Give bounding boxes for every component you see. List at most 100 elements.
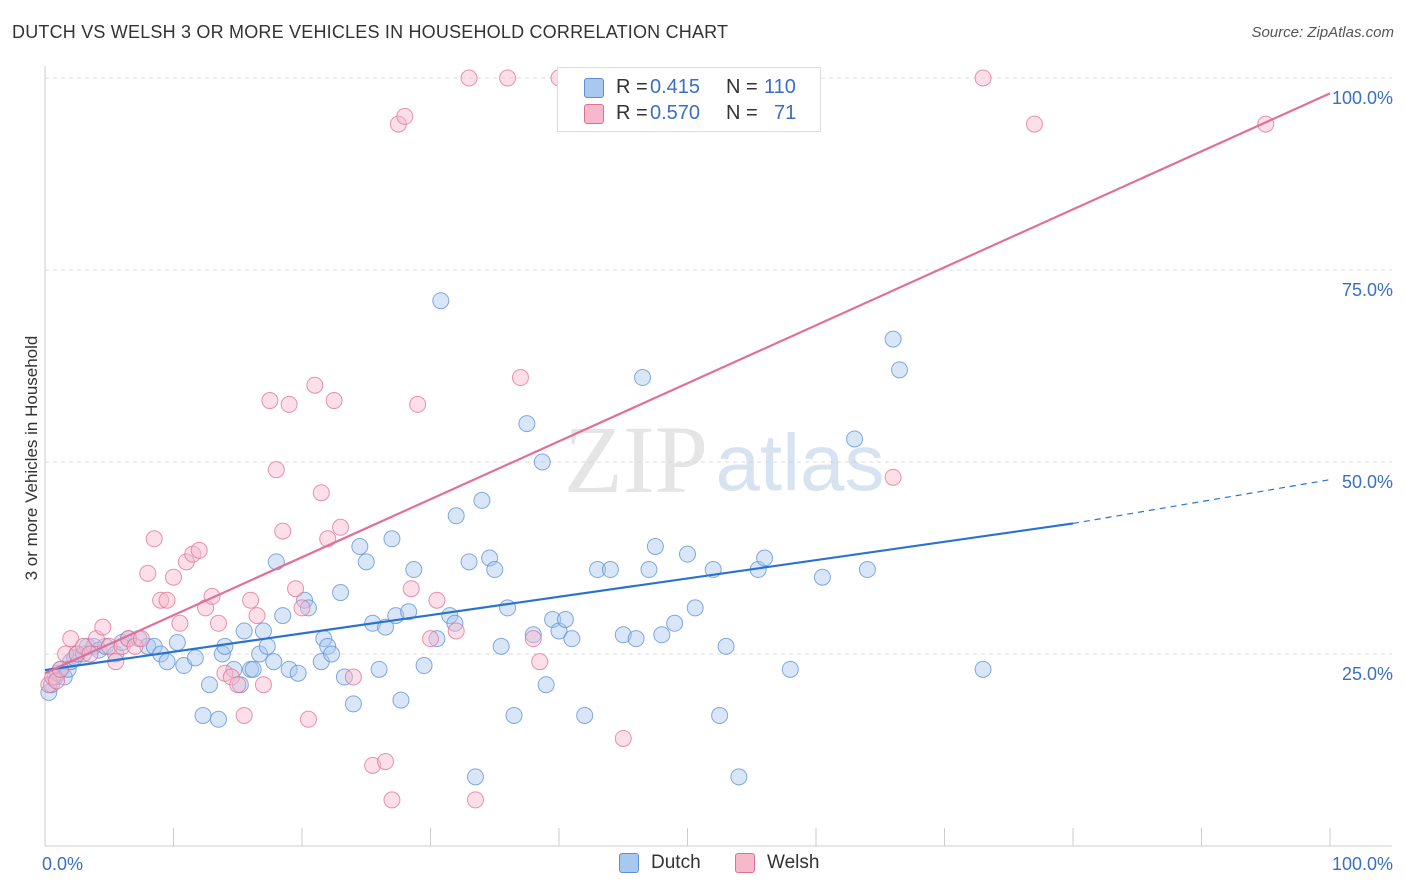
dutch-point	[858, 561, 876, 579]
axes	[44, 66, 1392, 847]
dutch-point	[392, 691, 410, 709]
dutch-point	[679, 545, 696, 563]
dutch-point	[576, 706, 594, 724]
dutch-legend-label: Dutch	[651, 852, 701, 873]
welsh-point	[344, 668, 362, 686]
welsh-n-label: N =	[726, 102, 758, 124]
dutch-point	[473, 491, 491, 509]
welsh-point	[287, 580, 305, 598]
dutch-point	[556, 610, 574, 628]
dutch-point	[274, 607, 292, 625]
dutch-point	[428, 630, 446, 648]
dutch-point	[335, 668, 353, 686]
welsh-point	[280, 395, 298, 413]
welsh-point	[422, 630, 439, 648]
welsh-point	[235, 706, 253, 724]
dutch-point	[486, 561, 504, 579]
dutch-point	[533, 453, 551, 471]
dutch-point	[405, 561, 423, 579]
dutch-point	[200, 676, 218, 694]
welsh-point	[248, 607, 266, 625]
dutch-point	[589, 561, 607, 579]
welsh-point	[261, 392, 279, 410]
dutch-point	[653, 626, 671, 644]
tick-labels: 25.0% 50.0% 75.0% 100.0% 0.0% 100.0%	[42, 88, 1393, 874]
welsh-point	[325, 392, 343, 410]
chart-title: DUTCH VS WELSH 3 OR MORE VEHICLES IN HOU…	[12, 22, 729, 42]
welsh-point	[158, 591, 176, 609]
dutch-point	[614, 626, 632, 644]
y-tick-label: 25.0%	[1342, 664, 1393, 684]
x-tick-label-max: 100.0%	[1332, 854, 1393, 874]
watermark: ZIP atlas	[564, 406, 884, 513]
watermark-atlas: atlas	[716, 418, 885, 507]
welsh-point	[293, 599, 311, 617]
welsh-point	[299, 710, 317, 728]
dutch-point	[344, 695, 362, 713]
dutch-trend-line	[44, 522, 1074, 672]
y-tick-label: 50.0%	[1342, 472, 1393, 492]
dutch-point	[492, 637, 510, 655]
welsh-point	[884, 468, 902, 486]
stats-legend: R = 0.415 N = 110 R = 0.570 N = 71	[557, 67, 821, 132]
dutch-point	[846, 430, 864, 448]
dutch-point	[254, 622, 272, 640]
dutch-point	[563, 630, 581, 648]
welsh-point	[62, 630, 80, 648]
dutch-point	[289, 664, 307, 682]
dutch-point	[400, 603, 418, 621]
dutch-point	[432, 292, 450, 310]
dutch-point	[781, 660, 799, 678]
legend-row-welsh: R = 0.570 N = 71	[558, 102, 820, 128]
dutch-point	[258, 637, 276, 655]
dutch-point	[447, 507, 465, 525]
dutch-point	[884, 330, 902, 348]
dutch-point	[717, 637, 735, 655]
dutch-trend-extension	[1072, 479, 1331, 525]
dutch-point	[711, 706, 729, 724]
dutch-point	[415, 657, 433, 675]
welsh-swatch	[584, 104, 604, 124]
welsh-point	[145, 530, 163, 548]
welsh-point	[139, 564, 157, 582]
dutch-n-label: N =	[726, 76, 758, 98]
dutch-point	[235, 622, 253, 640]
dutch-point	[370, 660, 388, 678]
welsh-point	[377, 753, 395, 771]
source-label: Source: ZipAtlas.com	[1251, 24, 1394, 41]
welsh-point	[242, 591, 260, 609]
welsh-point	[306, 376, 324, 394]
dutch-point	[158, 653, 176, 671]
dutch-point	[168, 633, 186, 651]
welsh-point	[364, 756, 382, 774]
welsh-r-label: R =	[616, 102, 648, 124]
dutch-point	[505, 706, 523, 724]
series-legend: Dutch Welsh	[0, 852, 1406, 878]
dutch-point	[280, 660, 298, 678]
welsh-trend-line	[44, 92, 1331, 675]
welsh-point	[409, 395, 427, 413]
dutch-point	[244, 660, 262, 678]
dutch-swatch	[584, 78, 604, 98]
dutch-point	[460, 553, 478, 571]
welsh-point	[524, 630, 542, 648]
welsh-point	[57, 645, 75, 663]
dutch-point	[646, 537, 664, 555]
dutch-point	[357, 553, 375, 571]
welsh-point	[466, 791, 484, 809]
welsh-point	[460, 69, 478, 87]
y-tick-label: 100.0%	[1332, 88, 1393, 108]
dutch-point	[194, 706, 212, 724]
dutch-point	[666, 614, 684, 632]
welsh-point	[171, 614, 189, 632]
dutch-point	[634, 369, 652, 387]
dutch-n-value: 110	[764, 76, 796, 98]
welsh-point	[209, 614, 227, 632]
dutch-point	[686, 599, 704, 617]
dutch-point	[466, 768, 484, 786]
dutch-point	[332, 584, 350, 602]
dutch-point	[640, 561, 658, 579]
dutch-point	[265, 653, 283, 671]
welsh-point	[428, 591, 446, 609]
dutch-point	[813, 568, 831, 586]
